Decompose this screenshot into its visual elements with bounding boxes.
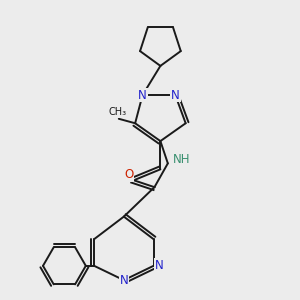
Text: N: N: [119, 274, 128, 287]
Text: N: N: [154, 259, 163, 272]
Text: CH₃: CH₃: [108, 107, 126, 117]
Text: N: N: [171, 88, 180, 101]
Text: O: O: [124, 168, 133, 181]
Text: NH: NH: [172, 153, 190, 166]
Text: N: N: [138, 88, 147, 101]
